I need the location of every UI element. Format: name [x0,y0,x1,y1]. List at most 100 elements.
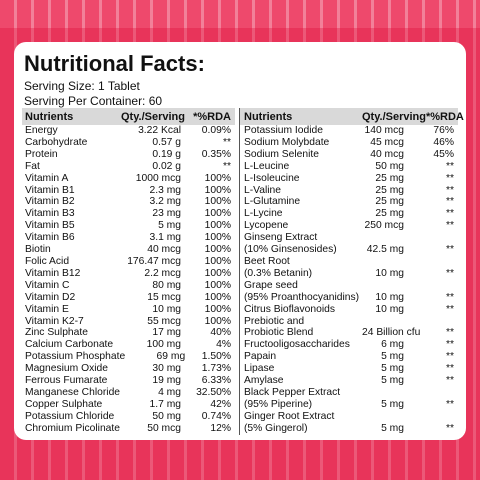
nutrient-name: Chromium Picolinate [25,422,120,434]
nutrient-name: Vitamin B2 [25,196,75,208]
table-row: Biotin 40 mcg 100% [22,244,235,256]
nutrient-qty: 69 mg [156,351,186,363]
nutrient-rda: ** [445,196,454,208]
nutrient-qty: 0.02 g [152,160,181,172]
nutrient-rda: ** [445,291,454,303]
nutrient-rda: ** [445,244,454,256]
table-row: Vitamin B3 23 mg 100% [22,208,235,220]
nutrient-qty: 25 mg [375,184,404,196]
table-row: Calcium Carbonate 100 mg 4% [22,339,235,351]
nutrient-rda: ** [445,172,454,184]
nutrient-name: Vitamin A [25,172,69,184]
right-table-body: Potassium Iodide 140 mcg 76% Sodium Molybda… [240,125,458,435]
nutrition-card: Nutritional Facts: Serving Size: 1 Table… [14,42,466,440]
nutrient-qty: 3.22 Kcal [138,125,181,136]
page-title: Nutritional Facts: [24,51,205,76]
nutrient-rda: 46% [433,136,454,148]
nutrient-name: Papain [244,351,277,363]
table-row: Potassium Iodide 140 mcg 76% [240,125,458,137]
nutrient-qty: 3.1 mg [149,232,181,244]
header-qty: Qty./Serving [362,110,426,123]
table-row: Vitamin B12 2.2 mcg 100% [22,268,235,280]
nutrient-rda: 12% [210,422,231,434]
nutrient-qty: 5 mg [381,422,404,434]
nutrient-rda: 0.35% [201,148,231,160]
nutrient-qty: 80 mg [152,279,181,291]
nutrient-name: L-Leucine [244,160,290,172]
nutrient-rda: ** [445,267,454,279]
left-table: Nutrients Qty./Serving *%RDA Energy 3.22 … [22,108,235,435]
nutrient-rda: ** [445,184,454,196]
table-row: L-Isoleucine 25 mg ** [240,173,458,185]
nutrient-name: Sodium Molybdate [244,136,330,148]
nutrient-qty: 15 mcg [147,291,181,303]
nutrient-rda: ** [222,160,231,172]
nutrient-name: Potassium Phosphate [25,351,126,363]
table-row: Prebiotic and Probiotic Blend 24 Billion c… [240,316,458,340]
nutrient-rda: 100% [204,291,231,303]
table-row: Chromium Picolinate 50 mcg 12% [22,423,235,435]
nutrient-name: Potassium Iodide [244,125,323,136]
nutrient-name: Calcium Carbonate [25,339,114,351]
nutrient-rda: 100% [204,208,231,220]
nutrient-name: Zinc Sulphate [25,327,88,339]
table-row: Ginseng Extract (10% Ginsenosides) 42.5 mg… [240,232,458,256]
nutrient-rda: ** [222,136,231,148]
table-row: Grape seed (95% Proanthocyanidins) 10 mg ** [240,280,458,304]
nutrient-rda: 100% [204,255,231,267]
nutrient-qty: 0.19 g [152,148,181,160]
nutrient-name: Vitamin C [25,279,70,291]
table-row: Vitamin A 1000 mcg 100% [22,173,235,185]
nutrient-rda: 45% [433,148,454,160]
header-rda: *%RDA [425,110,464,123]
table-row: Vitamin B1 2.3 mg 100% [22,185,235,197]
nutrient-qty: 6 mg [381,339,404,351]
nutrient-rda: 100% [204,184,231,196]
nutrient-qty: 1000 mcg [135,172,181,184]
nutrient-rda: 1.50% [201,351,231,363]
nutrient-qty: 100 mg [146,339,181,351]
nutrient-rda: 6.33% [201,375,231,387]
table-row: L-Lycine 25 mg ** [240,208,458,220]
table-row: Protein 0.19 g 0.35% [22,149,235,161]
nutrient-rda: 100% [204,196,231,208]
right-table-header: Nutrients Qty./Serving *%RDA [240,108,464,125]
nutrient-qty: 0.57 g [152,136,181,148]
nutrient-name: Fructooligosaccharides [244,339,350,351]
nutrient-qty: 25 mg [375,208,404,220]
table-row: Vitamin B6 3.1 mg 100% [22,232,235,244]
nutrient-rda: ** [445,351,454,363]
nutrient-name: L-Lycine [244,208,283,220]
nutrient-rda: ** [445,398,454,410]
header-rda: *%RDA [193,110,231,123]
table-row: Sodium Selenite 40 mcg 45% [240,149,458,161]
table-row: Folic Acid 176.47 mcg 100% [22,256,235,268]
table-row: Vitamin B5 5 mg 100% [22,220,235,232]
nutrient-name: Magnesium Oxide [25,363,108,375]
nutrient-name: Vitamin K2-7 [25,315,84,327]
table-row: Zinc Sulphate 17 mg 40% [22,327,235,339]
table-row: L-Glutamine 25 mg ** [240,196,458,208]
nutrient-name: Ginger Root Extract (5% Gingerol) [244,410,335,434]
servings-per-container: Serving Per Container: 60 [24,94,163,108]
nutrient-name: Vitamin B6 [25,232,75,244]
nutrient-qty: 45 mcg [370,136,404,148]
table-row: Copper Sulphate 1.7 mg 42% [22,399,235,411]
nutrient-rda: 100% [204,267,231,279]
nutrient-qty: 50 mg [375,160,404,172]
nutrient-rda: 0.74% [201,410,231,422]
nutrient-rda: ** [445,375,454,387]
nutrient-name: Vitamin D2 [25,291,76,303]
nutrient-qty: 19 mg [152,375,181,387]
nutrient-qty: 4 mg [158,386,181,398]
table-row: Lycopene 250 mcg ** [240,220,458,232]
nutrient-qty: 30 mg [152,363,181,375]
table-row: Lipase 5 mg ** [240,363,458,375]
table-row: Fructooligosaccharides 6 mg ** [240,339,458,351]
nutrient-name: Fat [25,160,40,172]
nutrient-rda: 4% [216,339,231,351]
table-row: Magnesium Oxide 30 mg 1.73% [22,363,235,375]
nutrient-name: Grape seed (95% Proanthocyanidins) [244,279,360,303]
table-row: Papain 5 mg ** [240,351,458,363]
nutrient-qty: 10 mg [152,303,181,315]
